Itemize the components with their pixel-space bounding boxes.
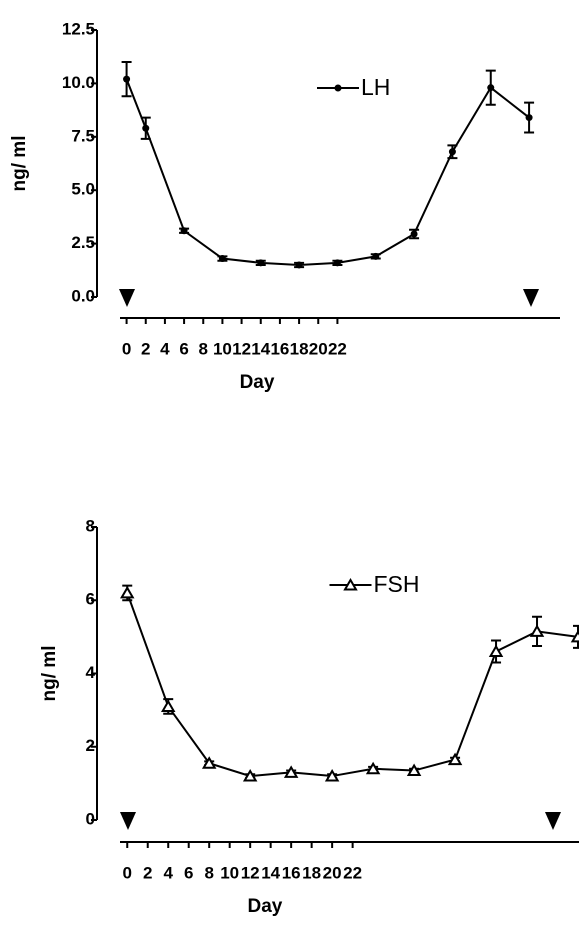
x-tick-label: 12 [232, 339, 251, 358]
data-point [257, 259, 265, 267]
legend-label: LH [361, 74, 390, 100]
x-tick-label: 20 [309, 339, 328, 358]
x-axis-label: Day [248, 896, 283, 917]
data-point [180, 227, 188, 235]
data-point [447, 752, 463, 766]
x-tick-label: 14 [251, 339, 270, 358]
x-tick-label: 18 [302, 863, 321, 882]
data-point [406, 763, 422, 777]
data-point [283, 765, 299, 778]
data-point [365, 761, 381, 775]
y-tick-label: 0.0 [71, 286, 95, 305]
x-tick-label: 8 [204, 863, 213, 882]
data-point [372, 252, 380, 260]
y-axis-label: ng/ ml [39, 646, 60, 702]
y-tick-label: 6 [86, 590, 95, 609]
x-tick-label: 4 [163, 863, 173, 882]
x-tick-label: 0 [123, 863, 132, 882]
x-tick-label: 0 [122, 339, 131, 358]
x-tick-label: 10 [220, 863, 239, 882]
y-tick-label: 0 [86, 809, 95, 828]
data-point [324, 769, 340, 782]
y-tick-label: 4 [86, 663, 96, 682]
data-point [123, 75, 131, 83]
arrow-marker [545, 812, 561, 830]
x-tick-label: 16 [282, 863, 301, 882]
arrow-marker [120, 812, 136, 830]
x-tick-label: 2 [143, 863, 152, 882]
x-tick-label: 22 [343, 863, 362, 882]
y-tick-label: 7.5 [71, 126, 95, 145]
x-tick-label: 14 [261, 863, 280, 882]
data-point [333, 259, 341, 267]
arrow-marker [523, 289, 539, 307]
arrow-marker [119, 289, 135, 307]
y-tick-label: 8 [86, 516, 95, 535]
x-tick-label: 2 [141, 339, 150, 358]
y-tick-label: 2.5 [71, 233, 95, 252]
y-axis-label: ng/ ml [9, 136, 30, 192]
data-point [334, 84, 342, 92]
data-point [488, 644, 504, 658]
data-point [410, 230, 418, 238]
y-tick-label: 10.0 [62, 73, 95, 92]
data-point [242, 769, 258, 782]
data-point [218, 255, 226, 263]
legend-label: FSH [374, 571, 420, 597]
x-tick-label: 4 [160, 339, 170, 358]
data-line [125, 78, 530, 266]
x-tick-label: 10 [213, 339, 232, 358]
x-tick-label: 20 [323, 863, 342, 882]
data-point [201, 756, 217, 769]
x-tick-label: 18 [290, 339, 309, 358]
x-tick-label: 8 [199, 339, 208, 358]
x-tick-label: 6 [179, 339, 188, 358]
x-axis-label: Day [240, 372, 275, 393]
data-point [570, 629, 579, 643]
data-point [142, 124, 150, 132]
data-point [525, 114, 533, 122]
data-point [295, 261, 303, 269]
y-tick-label: 5.0 [71, 180, 95, 199]
data-point [343, 578, 358, 591]
data-point [160, 699, 176, 712]
data-point [120, 585, 135, 599]
data-point [487, 84, 495, 92]
x-tick-label: 22 [328, 339, 347, 358]
x-tick-label: 12 [241, 863, 260, 882]
data-point [529, 624, 545, 637]
data-line [126, 592, 579, 778]
x-tick-label: 6 [184, 863, 193, 882]
y-tick-label: 2 [86, 736, 95, 755]
data-point [448, 148, 456, 156]
y-tick-label: 12.5 [62, 19, 95, 38]
x-tick-label: 16 [270, 339, 289, 358]
